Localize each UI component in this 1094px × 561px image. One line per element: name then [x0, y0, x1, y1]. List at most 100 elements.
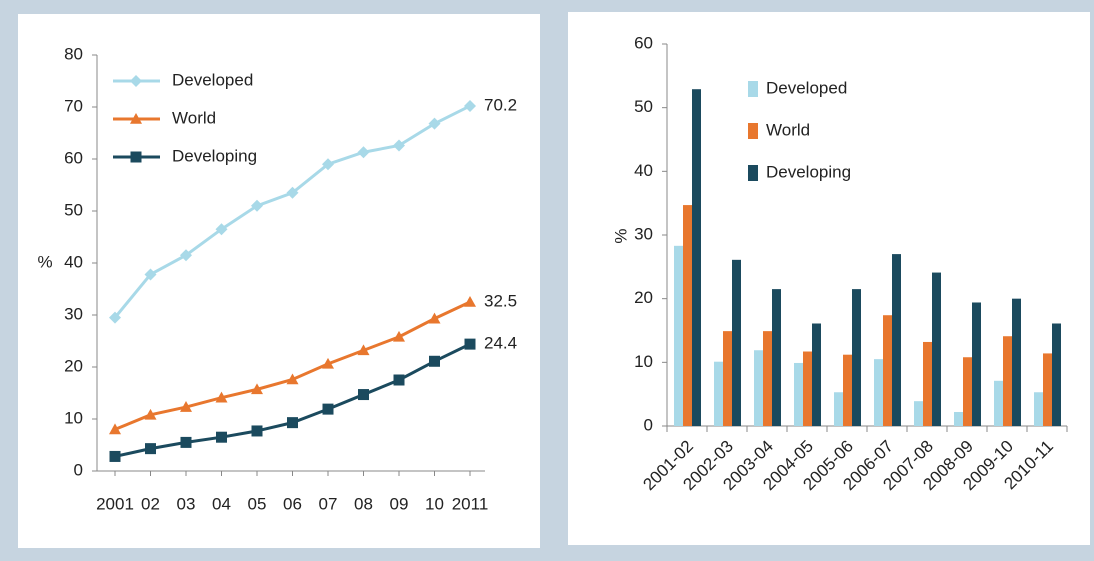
x-tick-label: 03 — [177, 494, 196, 513]
bar — [723, 331, 732, 426]
x-tick-label: 10 — [425, 494, 444, 513]
bar — [963, 357, 972, 426]
bar — [892, 254, 901, 426]
y-tick-label: 0 — [644, 415, 653, 434]
y-tick-label: 50 — [634, 97, 653, 116]
legend-label: World — [172, 108, 216, 127]
legend-label: Developed — [766, 78, 847, 97]
y-tick-label: 60 — [64, 148, 83, 167]
y-tick-label: 30 — [64, 304, 83, 323]
y-tick-label: 10 — [64, 408, 83, 427]
x-tick-label: 02 — [141, 494, 160, 513]
y-tick-label: 0 — [74, 460, 83, 479]
bar — [954, 411, 963, 426]
legend-swatch — [748, 81, 758, 97]
marker — [215, 223, 228, 236]
marker — [428, 312, 441, 324]
marker — [144, 408, 157, 420]
bar — [834, 392, 843, 426]
marker — [322, 158, 334, 171]
marker — [287, 417, 298, 429]
bar — [692, 89, 701, 426]
marker — [180, 249, 192, 262]
right-panel — [568, 12, 1090, 545]
bar — [803, 351, 812, 426]
bar — [843, 354, 852, 426]
marker — [393, 139, 405, 152]
data-label: 24.4 — [484, 334, 517, 353]
bar — [812, 323, 821, 426]
legend-label: Developing — [766, 162, 851, 181]
marker — [464, 296, 476, 307]
marker — [109, 450, 121, 462]
bar — [883, 315, 892, 426]
marker — [144, 268, 157, 281]
marker — [428, 117, 441, 130]
y-tick-label: 80 — [64, 44, 83, 63]
marker — [286, 373, 299, 385]
marker — [180, 401, 192, 412]
marker — [130, 113, 142, 124]
marker — [130, 75, 142, 87]
x-tick-label: 07 — [319, 494, 338, 513]
legend-label: Developing — [172, 146, 257, 165]
marker — [251, 383, 263, 395]
y-axis-label: % — [611, 228, 630, 243]
marker — [130, 151, 142, 163]
bar — [874, 359, 883, 426]
bar — [994, 380, 1003, 426]
data-label: 32.5 — [484, 291, 517, 310]
bar — [972, 302, 981, 426]
left-panel — [18, 14, 540, 548]
marker — [357, 344, 370, 356]
x-tick-label: 04 — [212, 494, 231, 513]
marker — [393, 374, 405, 386]
marker — [215, 391, 228, 403]
y-tick-label: 70 — [64, 96, 83, 115]
marker — [216, 431, 227, 443]
bar — [914, 401, 923, 426]
marker — [357, 146, 370, 159]
y-tick-label: 60 — [634, 33, 653, 52]
marker — [286, 186, 299, 199]
x-tick-label: 2001 — [96, 494, 134, 513]
x-tick-label: 05 — [248, 494, 267, 513]
marker — [358, 389, 369, 401]
bar — [772, 289, 781, 426]
bar — [754, 350, 763, 426]
marker — [109, 423, 121, 435]
marker — [464, 338, 476, 350]
bar — [1012, 298, 1021, 426]
bar — [923, 341, 932, 426]
marker — [429, 355, 440, 367]
y-tick-label: 40 — [64, 252, 83, 271]
marker — [251, 199, 263, 212]
marker — [322, 403, 334, 415]
marker — [109, 311, 121, 324]
bar — [714, 361, 723, 426]
bar — [1034, 392, 1043, 426]
bar — [1003, 336, 1012, 426]
bar — [1043, 353, 1052, 426]
y-tick-label: 20 — [64, 356, 83, 375]
bar — [852, 289, 861, 426]
bar — [674, 245, 683, 426]
y-tick-label: 20 — [634, 288, 653, 307]
x-tick-label: 08 — [354, 494, 373, 513]
legend-swatch — [748, 123, 758, 139]
x-tick-label: 06 — [283, 494, 302, 513]
marker — [145, 443, 156, 455]
y-axis-label: % — [37, 252, 52, 271]
bar — [1052, 323, 1061, 426]
bar — [683, 205, 692, 426]
y-tick-label: 40 — [634, 161, 653, 180]
marker — [464, 99, 476, 112]
y-tick-label: 10 — [634, 352, 653, 371]
bar — [763, 331, 772, 426]
y-tick-label: 50 — [64, 200, 83, 219]
y-tick-label: 30 — [634, 224, 653, 243]
data-label: 70.2 — [484, 95, 517, 114]
x-tick-label: 09 — [390, 494, 409, 513]
